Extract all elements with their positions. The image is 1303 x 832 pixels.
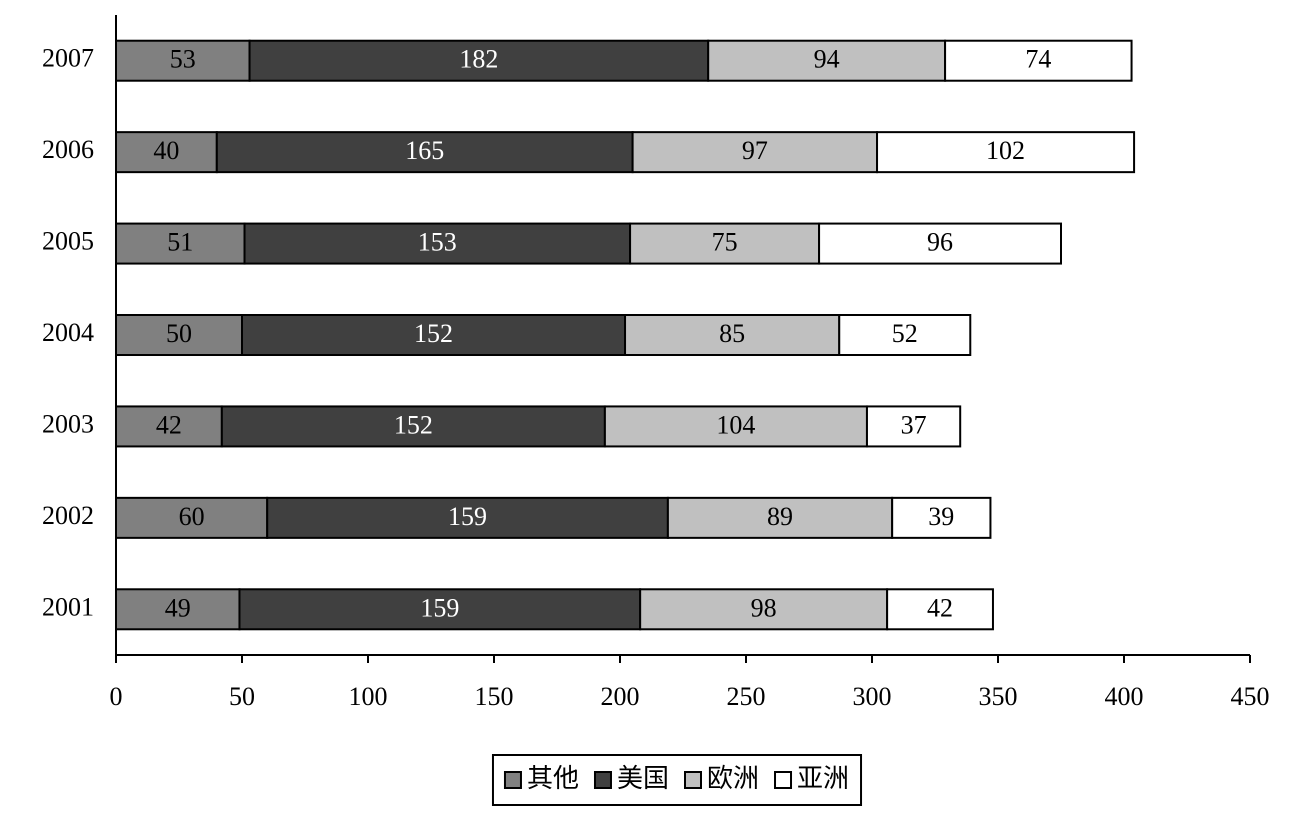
x-tick-label: 350 xyxy=(979,682,1018,711)
bar-segment xyxy=(243,222,632,265)
bar-segment xyxy=(266,496,669,539)
bar-segment xyxy=(220,405,606,448)
data-label: 74 xyxy=(1025,45,1051,74)
y-tick-label: 2004 xyxy=(42,318,94,347)
data-label: 42 xyxy=(927,593,953,622)
data-label: 51 xyxy=(167,228,193,257)
data-label: 40 xyxy=(153,136,179,165)
legend-swatch xyxy=(774,771,793,789)
data-label: 159 xyxy=(420,593,459,622)
data-label: 182 xyxy=(459,45,498,74)
bar-segment xyxy=(639,588,889,631)
bar-segment xyxy=(238,588,642,631)
bar-segment xyxy=(115,314,243,356)
data-label: 165 xyxy=(405,136,444,165)
y-tick-label: 2005 xyxy=(42,227,94,256)
bar-segment xyxy=(865,405,962,448)
data-label: 60 xyxy=(179,502,205,531)
x-tick-label: 100 xyxy=(349,682,388,711)
x-tick-label: 450 xyxy=(1231,682,1270,711)
data-label: 52 xyxy=(892,319,918,348)
data-label: 152 xyxy=(394,410,433,439)
bar-segment xyxy=(886,588,994,631)
data-label: 42 xyxy=(156,410,182,439)
bar-segment xyxy=(629,222,821,265)
data-label: 153 xyxy=(418,228,457,257)
bar-segment xyxy=(215,131,634,174)
x-tick-label: 300 xyxy=(853,682,892,711)
data-label: 89 xyxy=(767,502,793,531)
bar-segment xyxy=(707,39,947,82)
legend-label: 欧洲 xyxy=(707,764,759,793)
y-tick-label: 2003 xyxy=(42,409,94,438)
x-tick-label: 200 xyxy=(601,682,640,711)
data-label: 37 xyxy=(901,410,927,439)
y-tick-label: 2001 xyxy=(42,592,94,621)
data-label: 75 xyxy=(712,228,738,257)
x-tick-label: 250 xyxy=(727,682,766,711)
legend: 其他 美国 欧洲 亚洲 xyxy=(491,754,863,806)
data-label: 39 xyxy=(928,502,954,531)
data-label: 102 xyxy=(986,136,1025,165)
legend-swatch xyxy=(593,771,612,789)
x-tick-label: 50 xyxy=(229,682,255,711)
x-tick-label: 150 xyxy=(475,682,514,711)
data-label: 50 xyxy=(166,319,192,348)
bar-segment xyxy=(944,39,1133,82)
data-label: 85 xyxy=(719,319,745,348)
data-label: 97 xyxy=(742,136,768,165)
legend-label: 美国 xyxy=(617,764,669,793)
data-label: 94 xyxy=(814,45,840,74)
legend-label: 亚洲 xyxy=(797,764,849,793)
y-tick-label: 2006 xyxy=(42,135,94,164)
legend-box xyxy=(491,754,863,806)
bar-segment xyxy=(115,496,269,539)
bar-segment xyxy=(876,131,1136,174)
legend-swatch xyxy=(503,771,522,789)
bar-segment xyxy=(241,314,627,356)
data-label: 159 xyxy=(448,502,487,531)
bar-segment xyxy=(891,496,992,539)
bar-segment xyxy=(838,314,972,356)
y-tick-label: 2007 xyxy=(42,44,94,73)
data-label: 152 xyxy=(414,319,453,348)
data-label: 104 xyxy=(716,410,755,439)
bar-segment xyxy=(818,222,1063,265)
legend-swatch xyxy=(684,771,702,789)
x-tick-label: 0 xyxy=(110,682,123,711)
data-label: 49 xyxy=(165,593,191,622)
bar-segment xyxy=(631,131,879,174)
y-tick-label: 2002 xyxy=(42,501,94,530)
bar-segment xyxy=(666,496,894,539)
legend-label: 其他 xyxy=(527,764,579,793)
data-label: 98 xyxy=(751,593,777,622)
data-label: 96 xyxy=(927,228,953,257)
bar-segment xyxy=(115,39,251,82)
data-label: 53 xyxy=(170,45,196,74)
x-tick-label: 400 xyxy=(1105,682,1144,711)
